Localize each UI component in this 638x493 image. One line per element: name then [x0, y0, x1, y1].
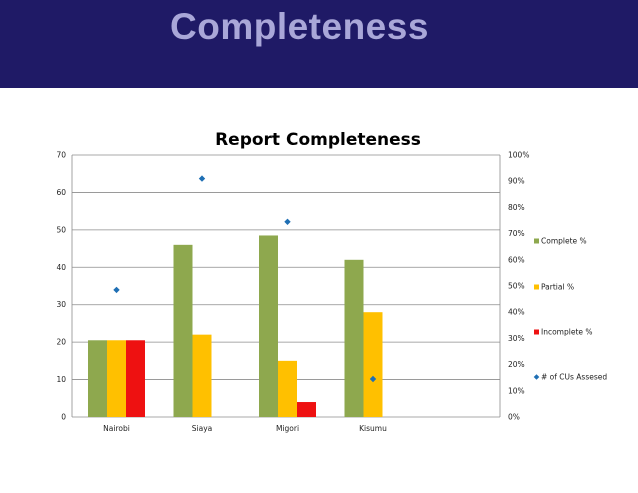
bar — [363, 312, 383, 417]
bar — [126, 340, 145, 417]
legend-swatch — [533, 374, 540, 380]
y2-tick-label: 50% — [508, 282, 525, 291]
bar — [278, 360, 297, 417]
y2-tick-label: 40% — [508, 308, 525, 317]
y2-tick-label: 60% — [508, 255, 525, 264]
y-tick-label: 10 — [56, 375, 66, 384]
points — [113, 175, 377, 383]
y2-tick-label: 90% — [508, 177, 525, 186]
x-tick-label: Migori — [276, 424, 299, 433]
bar — [297, 402, 316, 417]
data-point — [198, 175, 206, 182]
y-tick-label: 70 — [56, 151, 66, 160]
gridlines — [72, 154, 500, 418]
data-point — [113, 286, 120, 294]
slide-title: Completeness — [170, 6, 429, 47]
y-tick-label: 0 — [61, 413, 66, 422]
y2-tick-label: 0% — [508, 413, 520, 422]
bar — [173, 244, 193, 417]
legend-label: # of CUs Assesed — [541, 373, 607, 382]
legend-label: Incomplete % — [541, 328, 593, 337]
legend: Complete % Partial % Incomplete % # of CUs … — [533, 237, 607, 382]
legend-swatch — [534, 238, 539, 244]
legend-swatch — [534, 329, 539, 335]
bar — [192, 334, 212, 417]
bar — [259, 235, 278, 417]
y2-tick-label: 20% — [508, 360, 525, 369]
data-point — [284, 218, 291, 226]
legend-swatch — [534, 284, 539, 290]
legend-label: Complete % — [541, 237, 587, 246]
y2-tick-label: 100% — [508, 151, 529, 160]
x-tick-label: Siaya — [192, 424, 212, 433]
x-tick-label: Kisumu — [359, 424, 387, 433]
bar — [344, 259, 364, 417]
legend-label: Partial % — [541, 283, 574, 292]
bars — [88, 235, 383, 417]
y2-tick-label: 30% — [508, 334, 525, 343]
y-tick-label: 30 — [56, 300, 66, 309]
x-tick-label: Nairobi — [103, 424, 130, 433]
y-tick-label: 50 — [56, 225, 66, 234]
y2-tick-label: 10% — [508, 386, 525, 395]
chart-title: Report Completeness — [215, 130, 421, 150]
y-tick-label: 40 — [56, 263, 66, 272]
data-point — [369, 375, 377, 383]
y-tick-label: 20 — [56, 338, 66, 347]
title-banner: Completeness — [0, 0, 638, 88]
bar — [107, 340, 126, 417]
y-tick-label: 60 — [56, 188, 66, 197]
axes: 0 10 20 30 40 50 60 70 0% 10% 20% 30% 40% 50% 60% 70% 80… — [56, 151, 529, 434]
y2-tick-label: 80% — [508, 203, 525, 212]
y2-tick-label: 70% — [508, 229, 525, 238]
bar — [88, 340, 107, 417]
